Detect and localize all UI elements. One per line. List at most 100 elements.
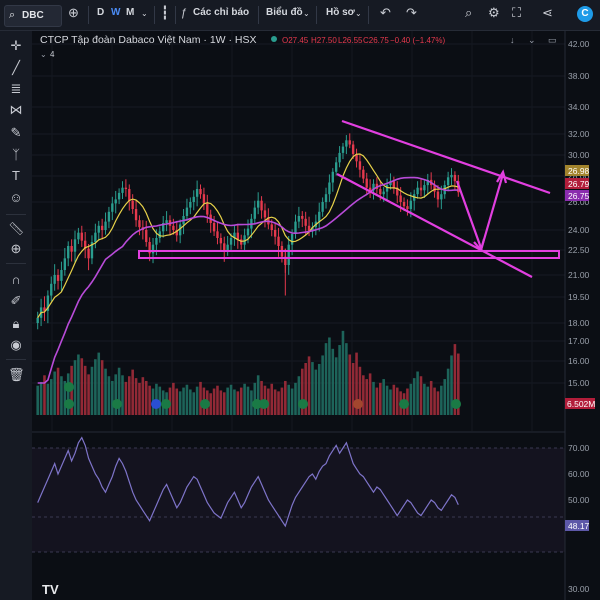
pattern-icon[interactable]: ᛉ xyxy=(12,147,20,162)
volume-bar xyxy=(378,382,382,415)
candle-body xyxy=(148,242,151,254)
volume-bar xyxy=(351,363,355,415)
candle-body xyxy=(138,220,141,228)
volume-bar xyxy=(284,380,287,415)
event-marker[interactable] xyxy=(151,399,161,409)
volume-bar xyxy=(338,345,341,415)
event-marker[interactable] xyxy=(353,399,363,409)
volume-bar xyxy=(36,385,39,415)
brand-logo-icon: C xyxy=(577,6,593,22)
event-marker[interactable] xyxy=(259,399,269,409)
event-marker[interactable] xyxy=(112,399,122,409)
pitchfork-icon[interactable]: ⋈ xyxy=(9,102,23,117)
emoji-icon[interactable]: ☺ xyxy=(9,190,23,205)
divider xyxy=(258,6,259,24)
candle-body xyxy=(226,244,229,250)
candle-body xyxy=(107,211,111,222)
symbol-search[interactable]: ⌕ DBC xyxy=(4,5,62,27)
share-icon[interactable]: ⋖ xyxy=(542,5,553,20)
volume-bar xyxy=(341,330,345,415)
volume-bar xyxy=(304,363,307,415)
forecast-up-arrow[interactable] xyxy=(479,173,505,251)
indicators-button[interactable]: Các chỉ báo xyxy=(193,7,250,18)
tradingview-logo-icon[interactable]: TV xyxy=(42,582,59,597)
indicator-count[interactable]: 4 xyxy=(50,50,55,59)
chart-button[interactable]: Biểu đồ xyxy=(266,7,303,18)
ma-fast-line xyxy=(37,153,459,319)
divider xyxy=(6,214,26,215)
volume-tag xyxy=(565,398,595,409)
candlestick-icon[interactable]: ┇ xyxy=(161,5,169,20)
channel-upper-line[interactable] xyxy=(341,119,551,195)
lock-draw-icon[interactable]: ✐ xyxy=(10,293,22,308)
volume-bar xyxy=(56,367,60,415)
ruler-icon[interactable]: 📏︎ xyxy=(8,221,25,236)
interval-m[interactable]: M xyxy=(126,7,135,18)
event-marker[interactable] xyxy=(252,399,262,409)
candle-body xyxy=(324,194,328,202)
volume-bar xyxy=(321,355,324,415)
text-icon[interactable]: T xyxy=(12,168,20,183)
price-chart[interactable]: 42.0038.0034.0032.0030.0028.0026.0024.00… xyxy=(32,31,600,600)
support-zone[interactable] xyxy=(138,250,560,259)
screenshot-search-icon[interactable]: ⌕ xyxy=(465,5,473,20)
candle-body xyxy=(165,220,168,223)
rsi-band xyxy=(32,448,565,552)
redo-icon[interactable]: ↷ xyxy=(406,5,417,20)
fullscreen-icon[interactable]: ⛶ xyxy=(512,5,522,20)
rsi-tick-label: 50.00 xyxy=(568,495,590,505)
chevron-down-icon[interactable]: ⌄ xyxy=(303,9,310,18)
event-marker[interactable] xyxy=(161,399,171,409)
undo-icon[interactable]: ↶ xyxy=(380,5,391,20)
lock-icon[interactable]: 🔒︎ xyxy=(12,316,20,331)
candle-body xyxy=(192,196,195,202)
trendline-icon[interactable]: ╱ xyxy=(12,60,20,75)
price-tag-close xyxy=(565,178,589,189)
annotation-drawings[interactable] xyxy=(138,119,560,278)
horizontal-lines-icon[interactable]: ≣ xyxy=(10,81,22,96)
channel-lower-line[interactable] xyxy=(336,173,533,278)
volume-bar xyxy=(212,388,216,415)
candle-body xyxy=(277,236,280,246)
candle-body xyxy=(151,244,155,254)
magnet-icon[interactable]: ∩ xyxy=(11,272,21,287)
chevron-down-icon[interactable]: ⌄ xyxy=(355,9,362,18)
crosshair-icon[interactable]: ✛ xyxy=(10,38,22,53)
event-marker[interactable] xyxy=(200,399,210,409)
pane-maximize-icon[interactable]: ▭ xyxy=(548,35,557,45)
gear-icon[interactable]: ⚙ xyxy=(488,5,500,20)
scroll-down-icon[interactable]: ↓ xyxy=(510,35,515,45)
volume-bar xyxy=(307,356,311,415)
event-marker[interactable] xyxy=(64,382,74,392)
candle-body xyxy=(223,243,226,250)
interval-d[interactable]: D xyxy=(97,7,105,18)
brush-icon[interactable]: ✎ xyxy=(10,125,22,140)
volume-bar xyxy=(324,343,328,415)
profile-button[interactable]: Hồ sơ xyxy=(326,7,355,18)
trash-icon[interactable]: 🗑︎ xyxy=(8,367,25,382)
event-marker[interactable] xyxy=(298,399,308,409)
volume-bar xyxy=(77,354,80,415)
pane-collapse-icon[interactable]: ⌄ xyxy=(528,35,536,45)
zoom-icon[interactable]: ⊕ xyxy=(10,241,22,256)
event-markers[interactable] xyxy=(64,382,461,409)
candle-body xyxy=(53,275,56,284)
collapse-indicators-icon[interactable]: ⌄ xyxy=(40,50,47,59)
plus-circle-icon[interactable]: ⊕ xyxy=(68,5,79,20)
event-marker[interactable] xyxy=(399,399,409,409)
volume-bar xyxy=(443,379,447,415)
indicators-icon: ƒ xyxy=(181,7,188,19)
candle-body xyxy=(117,192,121,200)
interval-dropdown-icon[interactable]: ⌄ xyxy=(141,9,148,18)
interval-w[interactable]: W xyxy=(111,7,121,18)
forecast-down-arrow[interactable] xyxy=(455,180,483,249)
candle-body xyxy=(426,179,429,186)
candle-body xyxy=(331,171,334,183)
price-tick-label: 19.50 xyxy=(568,292,590,302)
candle-body xyxy=(246,228,250,236)
eye-icon[interactable]: ◉ xyxy=(10,337,22,352)
event-marker[interactable] xyxy=(64,399,74,409)
event-marker[interactable] xyxy=(451,399,461,409)
candle-body xyxy=(67,246,70,259)
candle-body xyxy=(318,211,321,222)
